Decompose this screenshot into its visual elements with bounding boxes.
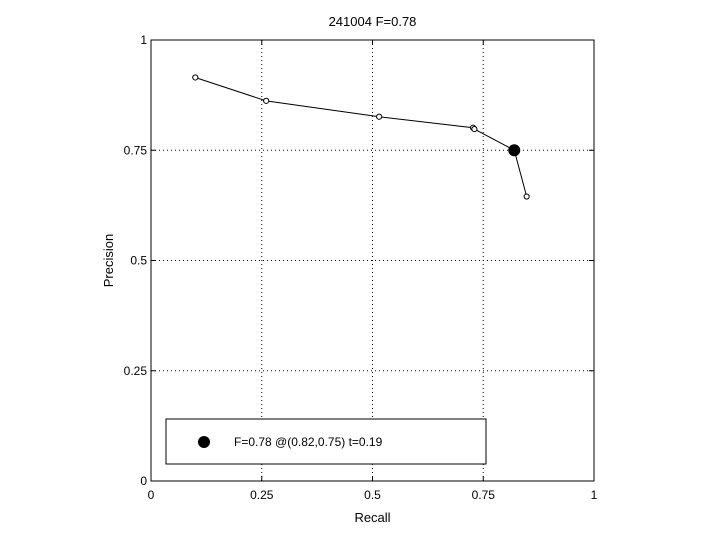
- x-tick-label: 0.75: [472, 488, 496, 502]
- data-point: [471, 125, 478, 133]
- legend-box: [165, 418, 487, 465]
- legend-entry-label: F=0.78 @(0.82,0.75) t=0.19: [234, 435, 383, 449]
- y-tick-label: 0.75: [124, 143, 148, 157]
- legend: F=0.78 @(0.82,0.75) t=0.19: [165, 418, 487, 465]
- legend-marker-filled-circle: [198, 436, 210, 448]
- data-point: [192, 74, 199, 81]
- x-tick-label: 1: [591, 488, 598, 502]
- y-tick-label: 0.5: [130, 254, 147, 268]
- x-tick-label: 0.25: [250, 488, 274, 502]
- y-axis-title: Precision: [101, 234, 116, 287]
- grid-lines: [151, 40, 594, 481]
- data-point: [523, 193, 530, 200]
- chart-title: 241004 F=0.78: [329, 14, 417, 29]
- x-tick-label: 0.5: [364, 488, 381, 502]
- x-tick-label: 0: [148, 488, 155, 502]
- y-tick-label: 1: [140, 33, 147, 47]
- y-tick-label: 0.25: [124, 364, 148, 378]
- data-point: [376, 113, 383, 120]
- data-point: [263, 97, 270, 104]
- best-f-marker: [508, 144, 521, 157]
- y-tick-label: 0: [140, 474, 147, 488]
- x-axis-title: Recall: [354, 510, 390, 525]
- best-f-point: [508, 144, 521, 157]
- axis-ticks: 0 0.25 0.5 0.75 1 0 0.25 0.5 0.75 1: [124, 33, 598, 502]
